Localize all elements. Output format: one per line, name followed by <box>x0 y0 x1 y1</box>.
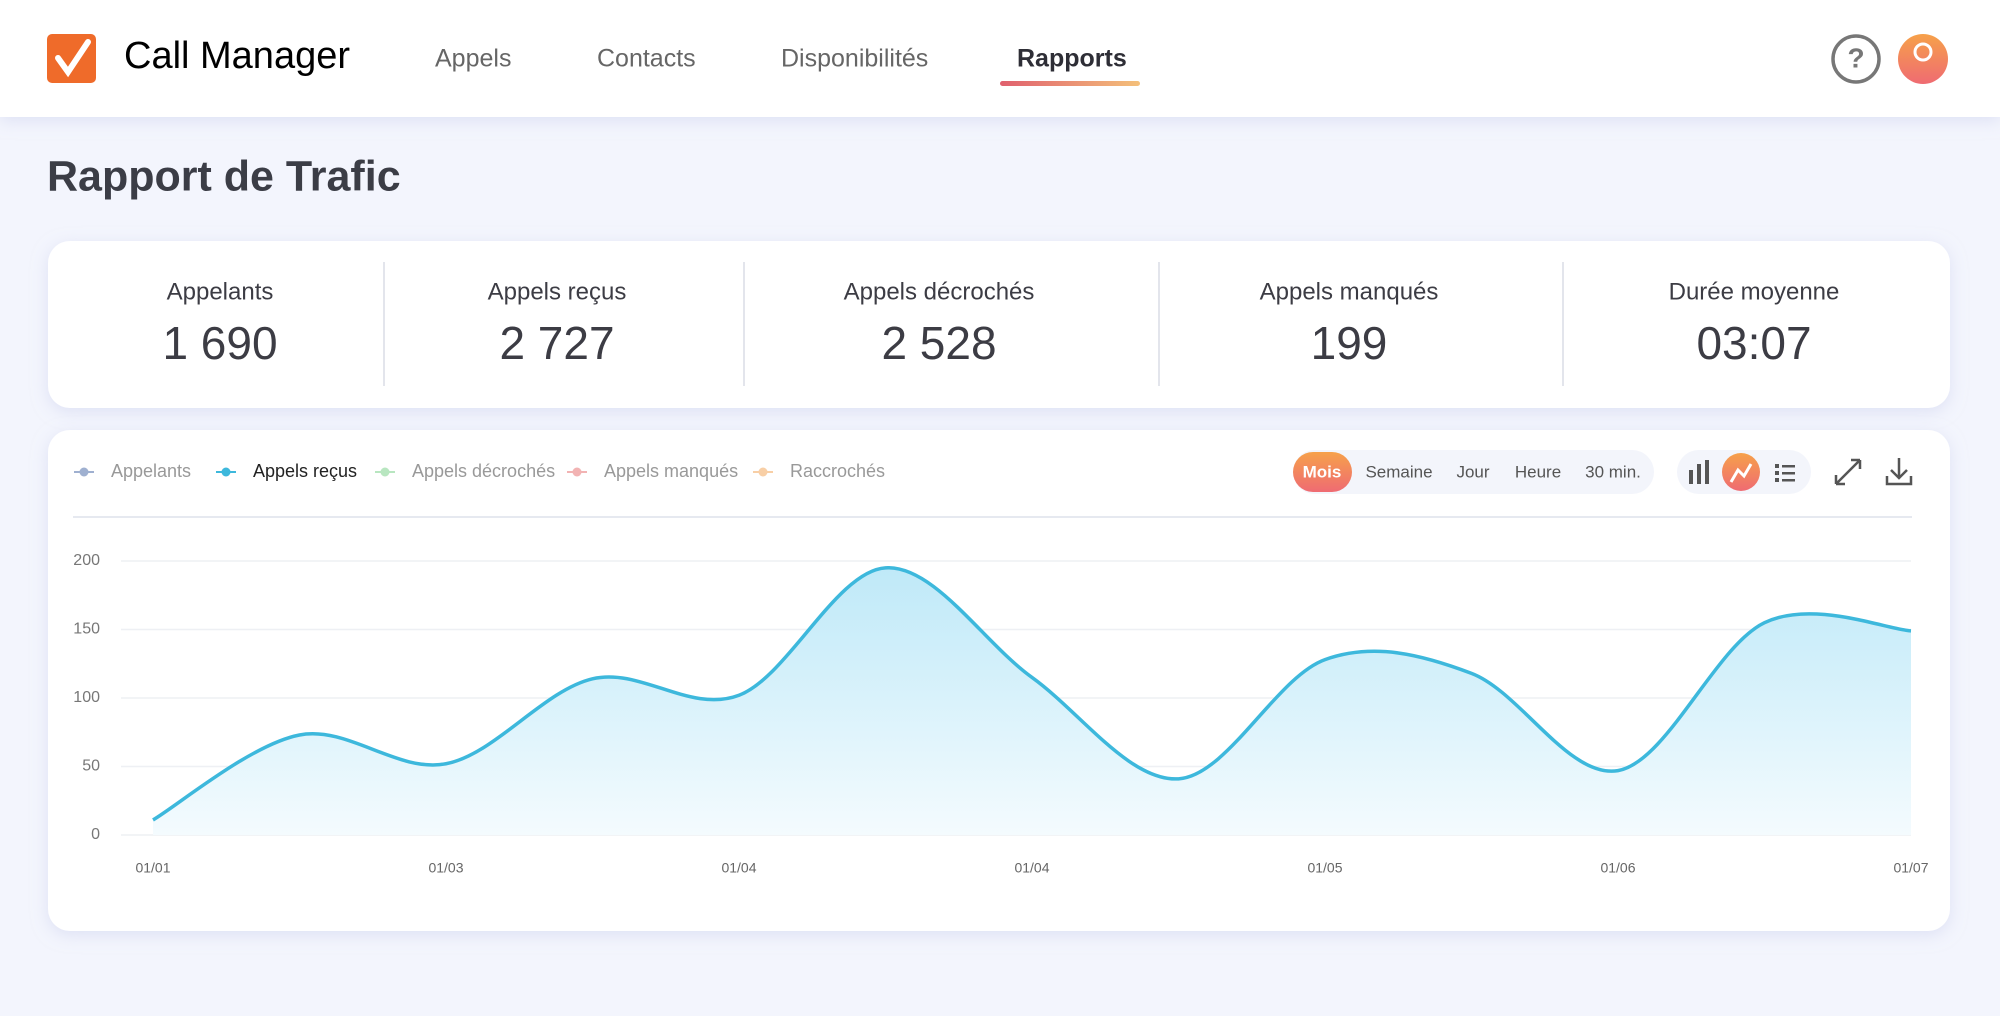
legend-dot <box>758 467 768 477</box>
legend-label[interactable]: Appelants <box>111 461 191 481</box>
stat-label: Appels manqués <box>1260 278 1439 305</box>
line-view-icon <box>1729 463 1753 483</box>
nav-item[interactable]: Appels <box>435 45 511 73</box>
x-tick-label: 01/06 <box>1600 860 1635 876</box>
period-group <box>1293 450 1654 494</box>
stats-card <box>48 241 1950 408</box>
help-button[interactable] <box>1831 34 1881 84</box>
y-tick-label: 50 <box>82 758 100 775</box>
period-active <box>1293 452 1352 492</box>
y-tick-label: 0 <box>91 826 100 843</box>
x-tick-label: 01/03 <box>428 860 463 876</box>
stat-label: Durée moyenne <box>1669 278 1840 305</box>
stat-value: 03:07 <box>1696 317 1811 369</box>
area-fill <box>153 567 1911 835</box>
period-option[interactable]: Heure <box>1515 462 1561 481</box>
stat-label: Appels décrochés <box>844 278 1035 305</box>
x-tick-label: 01/07 <box>1893 860 1928 876</box>
nav-item[interactable]: Contacts <box>597 45 696 73</box>
bar-view-icon[interactable] <box>1689 460 1709 484</box>
legend-dot <box>572 467 582 477</box>
x-tick-label: 01/01 <box>135 860 170 876</box>
y-tick-label: 150 <box>73 621 100 638</box>
y-tick-label: 100 <box>73 689 100 706</box>
legend-label[interactable]: Raccrochés <box>790 461 885 481</box>
download-icon[interactable] <box>1885 458 1913 486</box>
legend-dot <box>221 467 231 477</box>
period-option[interactable]: Mois <box>1303 462 1342 481</box>
x-tick-label: 01/05 <box>1307 860 1342 876</box>
period-option[interactable]: Jour <box>1456 462 1489 481</box>
avatar-head <box>1913 42 1933 62</box>
stat-value: 1 690 <box>162 317 277 369</box>
legend-label[interactable]: Appels manqués <box>604 461 738 481</box>
stat-label: Appels reçus <box>488 278 627 305</box>
y-tick-label: 200 <box>73 552 100 569</box>
period-option[interactable]: Semaine <box>1365 462 1432 481</box>
avatar-body <box>907 64 939 76</box>
list-view-icon[interactable] <box>1775 464 1795 482</box>
page-title: Rapport de Trafic <box>47 152 401 200</box>
nav-item[interactable]: Disponibilités <box>781 45 928 73</box>
x-tick-label: 01/04 <box>721 860 756 876</box>
legend-label[interactable]: Appels décrochés <box>412 461 555 481</box>
stat-value: 2 528 <box>881 317 996 369</box>
expand-icon[interactable] <box>1834 458 1862 486</box>
period-option[interactable]: 30 min. <box>1585 462 1641 481</box>
logo-check <box>55 39 91 78</box>
legend-dot <box>79 467 89 477</box>
stat-value: 199 <box>1311 317 1388 369</box>
nav-item[interactable]: Rapports <box>1017 45 1127 73</box>
help-label[interactable]: ? <box>1847 42 1864 73</box>
app-name: Call Manager <box>124 35 350 77</box>
nav-underline <box>1000 81 1140 86</box>
x-tick-label: 01/04 <box>1014 860 1049 876</box>
stat-value: 2 727 <box>499 317 614 369</box>
legend-label[interactable]: Appels reçus <box>253 461 357 481</box>
line <box>152 566 1912 822</box>
legend-dot <box>380 467 390 477</box>
stat-label: Appelants <box>167 278 274 305</box>
top-bar <box>0 0 2000 117</box>
